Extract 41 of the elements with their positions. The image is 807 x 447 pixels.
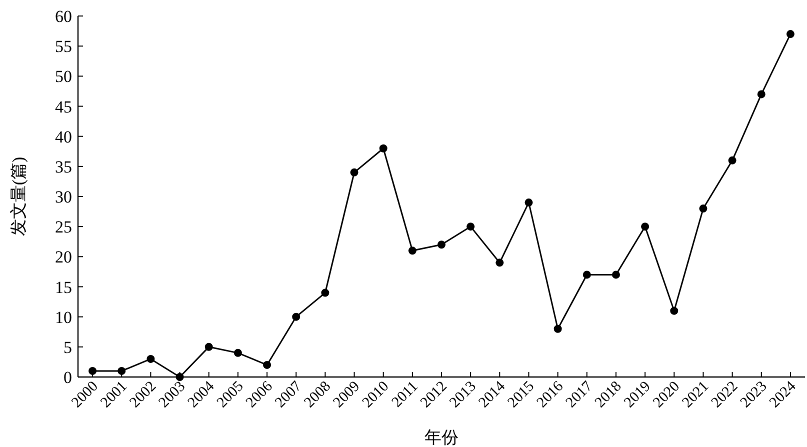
y-tick-label: 15 (55, 278, 72, 297)
point (350, 168, 358, 176)
point (524, 198, 533, 207)
y-tick-label: 25 (55, 218, 72, 237)
point (728, 156, 736, 164)
point (408, 246, 416, 255)
point (292, 312, 300, 321)
y-tick-label: 5 (64, 338, 72, 357)
point (699, 204, 708, 213)
x-axis-title: 年份 (424, 428, 458, 447)
y-tick-label: 35 (55, 157, 72, 176)
y-tick-label: 60 (55, 7, 72, 26)
y-tick-label: 20 (55, 248, 72, 267)
point (641, 222, 650, 231)
y-tick-label: 30 (55, 188, 72, 206)
point (670, 306, 678, 315)
point (234, 348, 242, 357)
point (379, 144, 388, 152)
point (118, 366, 126, 375)
y-tick-label: 45 (55, 97, 72, 116)
point (554, 324, 562, 333)
point (786, 30, 794, 38)
point (496, 258, 504, 267)
y-tick-label: 10 (55, 308, 72, 327)
point (757, 90, 766, 98)
point (466, 222, 475, 231)
point (438, 240, 446, 249)
point (263, 360, 272, 369)
y-tick-label: 40 (55, 127, 72, 146)
point (321, 288, 330, 297)
y-tick-label: 50 (55, 67, 72, 86)
y-axis-title: 发文量(篇) (9, 156, 28, 236)
y-tick-label: 55 (55, 37, 72, 56)
point (146, 354, 155, 363)
point (204, 342, 213, 351)
point (176, 373, 184, 381)
y-tick-label: 0 (64, 368, 72, 387)
point (88, 366, 97, 375)
x-tick-label: 2011 (389, 378, 422, 411)
point (582, 270, 591, 279)
point (612, 270, 620, 279)
